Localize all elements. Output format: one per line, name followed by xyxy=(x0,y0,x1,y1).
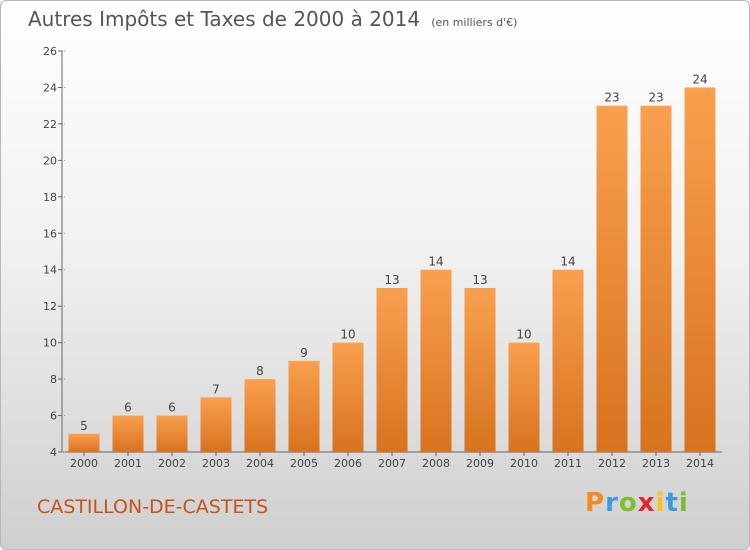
y-tick-label: 8 xyxy=(50,373,57,386)
logo-letter: t xyxy=(665,488,679,518)
bar-value-label: 7 xyxy=(212,382,220,396)
y-tick-label: 16 xyxy=(43,227,57,240)
x-tick-label: 2012 xyxy=(598,457,626,470)
y-tick-label: 20 xyxy=(43,154,57,167)
bar xyxy=(112,415,144,452)
y-tick-label: 18 xyxy=(43,191,57,204)
y-tick-label: 26 xyxy=(43,45,57,58)
y-tick-label: 10 xyxy=(43,337,57,350)
logo-letter: i xyxy=(678,488,689,518)
x-tick-label: 2013 xyxy=(642,457,670,470)
bar-value-label: 13 xyxy=(384,273,399,287)
bar-value-label: 13 xyxy=(472,273,487,287)
logo-letter: i xyxy=(655,488,666,518)
x-tick-label: 2010 xyxy=(510,457,538,470)
bar-value-label: 10 xyxy=(340,328,355,342)
commune-name: CASTILLON-DE-CASTETS xyxy=(37,496,269,518)
y-tick-label: 12 xyxy=(43,300,57,313)
x-tick-label: 2002 xyxy=(158,457,186,470)
bar xyxy=(596,105,628,452)
bar-value-label: 23 xyxy=(648,91,663,105)
logo-letter: o xyxy=(618,488,638,518)
bar xyxy=(376,287,408,452)
x-tick-label: 2006 xyxy=(334,457,362,470)
y-tick-label: 24 xyxy=(43,81,57,94)
bar-value-label: 23 xyxy=(604,91,619,105)
bars: 5 6 6 7 8 9 10 13 14 13 10 14 23 23 24 xyxy=(68,72,716,453)
x-tick-label: 2003 xyxy=(202,457,230,470)
chart-title-unit: (en milliers d'€) xyxy=(431,16,518,29)
bar-value-label: 14 xyxy=(560,255,575,269)
axes: 4 6 8 10 12 14 16 18 20 22 24 26 2000 2001 2002 2003 200… xyxy=(43,45,722,470)
bar xyxy=(200,397,232,452)
chart-title: Autres Impôts et Taxes de 2000 à 2014 (e… xyxy=(28,7,517,31)
bar xyxy=(156,415,188,452)
x-tick-label: 2005 xyxy=(290,457,318,470)
bar xyxy=(244,379,276,452)
x-tick-label: 2008 xyxy=(422,457,450,470)
logo-letter: P xyxy=(585,488,606,518)
x-tick-label: 2004 xyxy=(246,457,274,470)
proxiti-logo: Proxiti xyxy=(585,488,689,518)
bar xyxy=(68,433,100,452)
bar xyxy=(420,269,452,452)
bar xyxy=(332,342,364,452)
y-tick-label: 6 xyxy=(50,410,57,423)
bar xyxy=(684,87,716,453)
y-tick-label: 14 xyxy=(43,264,57,277)
x-tick-label: 2009 xyxy=(466,457,494,470)
bar xyxy=(508,342,540,452)
chart-title-main: Autres Impôts et Taxes de 2000 à 2014 xyxy=(28,7,421,31)
x-tick-label: 2001 xyxy=(114,457,142,470)
bar-value-label: 8 xyxy=(256,364,264,378)
bar-value-label: 5 xyxy=(80,419,88,433)
bar-value-label: 9 xyxy=(300,346,308,360)
y-tick-label: 4 xyxy=(50,446,57,459)
bar-value-label: 6 xyxy=(124,401,132,415)
bar xyxy=(288,360,320,452)
bar xyxy=(640,105,672,452)
bar xyxy=(552,269,584,452)
y-tick-label: 22 xyxy=(43,118,57,131)
logo-letter: x xyxy=(637,488,656,518)
x-tick-label: 2014 xyxy=(686,457,714,470)
bar-value-label: 10 xyxy=(516,328,531,342)
bar-value-label: 24 xyxy=(692,72,707,86)
x-tick-label: 2007 xyxy=(378,457,406,470)
bar xyxy=(464,287,496,452)
x-tick-label: 2000 xyxy=(70,457,98,470)
x-tick-label: 2011 xyxy=(554,457,582,470)
bar-value-label: 6 xyxy=(168,401,176,415)
bar-value-label: 14 xyxy=(428,255,443,269)
logo-letter: r xyxy=(605,488,619,518)
